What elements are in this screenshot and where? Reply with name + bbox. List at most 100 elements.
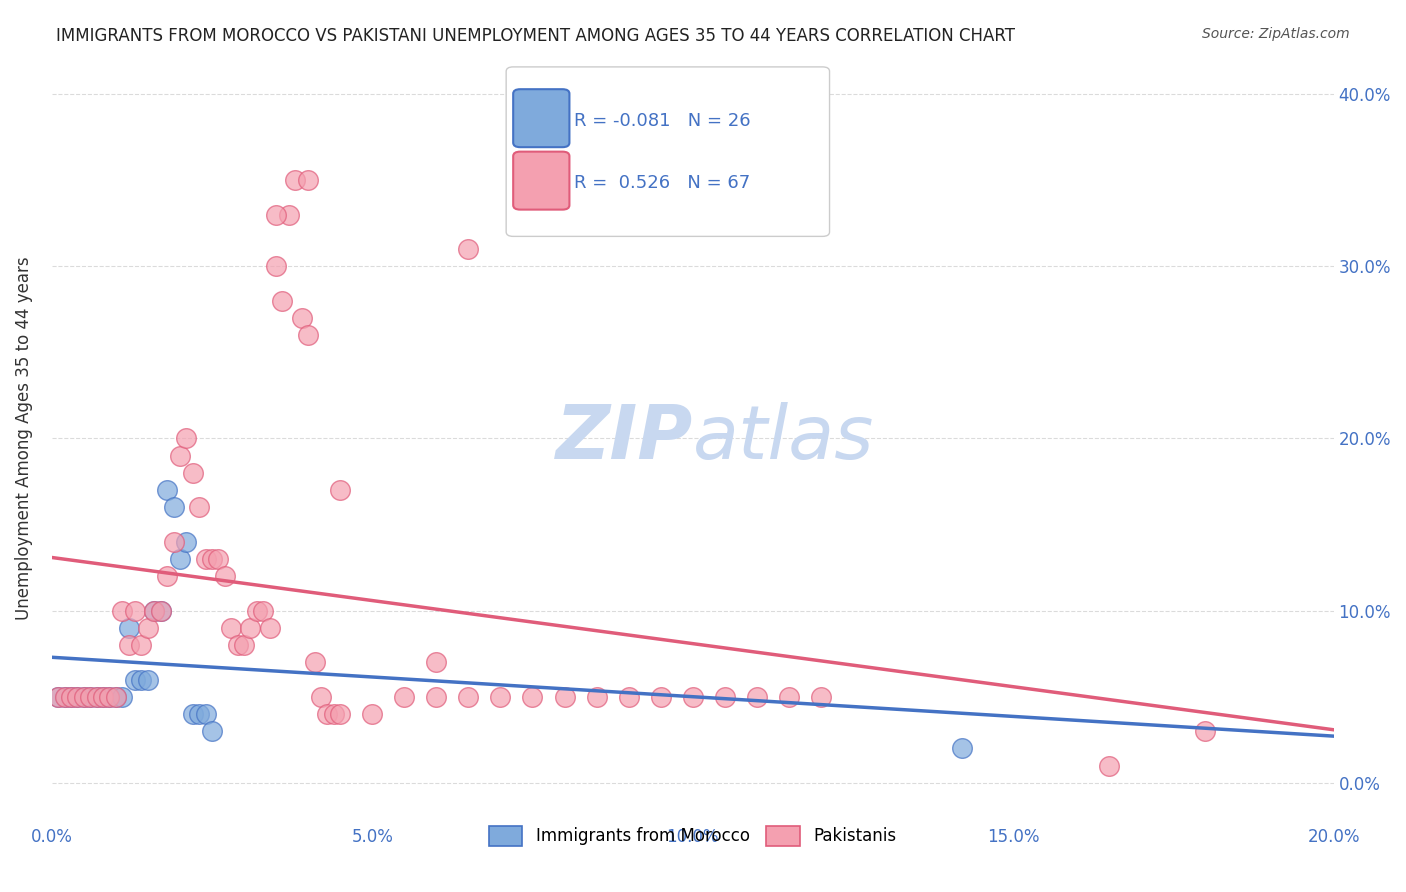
- Point: [219, 621, 242, 635]
- Point: [291, 310, 314, 325]
- Point: [201, 724, 224, 739]
- Point: [297, 328, 319, 343]
- Point: [316, 706, 339, 721]
- Point: [650, 690, 672, 704]
- Point: [194, 552, 217, 566]
- Point: [194, 706, 217, 721]
- Point: [271, 293, 294, 308]
- Point: [149, 604, 172, 618]
- Point: [91, 690, 114, 704]
- Point: [425, 656, 447, 670]
- Point: [143, 604, 166, 618]
- Point: [124, 673, 146, 687]
- Point: [118, 621, 141, 635]
- Point: [457, 690, 479, 704]
- Point: [1194, 724, 1216, 739]
- Point: [104, 690, 127, 704]
- Point: [46, 690, 69, 704]
- Point: [394, 690, 416, 704]
- Point: [950, 741, 973, 756]
- Point: [214, 569, 236, 583]
- Point: [59, 690, 82, 704]
- Point: [322, 706, 344, 721]
- Point: [136, 621, 159, 635]
- Point: [79, 690, 101, 704]
- Point: [188, 500, 211, 515]
- Point: [264, 260, 287, 274]
- Point: [162, 534, 184, 549]
- Point: [713, 690, 735, 704]
- Point: [233, 638, 256, 652]
- Legend: Immigrants from Morocco, Pakistanis: Immigrants from Morocco, Pakistanis: [481, 817, 904, 855]
- Point: [181, 466, 204, 480]
- Point: [522, 690, 544, 704]
- Point: [1098, 758, 1121, 772]
- Text: R = -0.081   N = 26: R = -0.081 N = 26: [574, 112, 751, 129]
- Point: [259, 621, 281, 635]
- Point: [239, 621, 262, 635]
- Point: [284, 173, 307, 187]
- Point: [553, 690, 575, 704]
- Text: ZIP: ZIP: [555, 402, 693, 475]
- Point: [66, 690, 89, 704]
- Point: [361, 706, 384, 721]
- Point: [53, 690, 76, 704]
- Point: [156, 569, 179, 583]
- Point: [162, 500, 184, 515]
- Point: [136, 673, 159, 687]
- Text: atlas: atlas: [693, 402, 875, 475]
- Point: [425, 690, 447, 704]
- Point: [585, 690, 607, 704]
- Y-axis label: Unemployment Among Ages 35 to 44 years: Unemployment Among Ages 35 to 44 years: [15, 257, 32, 620]
- Point: [329, 483, 352, 497]
- Point: [201, 552, 224, 566]
- Point: [73, 690, 96, 704]
- Point: [149, 604, 172, 618]
- Point: [226, 638, 249, 652]
- Point: [46, 690, 69, 704]
- Point: [176, 534, 198, 549]
- Point: [156, 483, 179, 497]
- Point: [682, 690, 704, 704]
- Point: [169, 552, 191, 566]
- Point: [169, 449, 191, 463]
- Point: [131, 638, 153, 652]
- Point: [176, 432, 198, 446]
- Point: [264, 208, 287, 222]
- Text: IMMIGRANTS FROM MOROCCO VS PAKISTANI UNEMPLOYMENT AMONG AGES 35 TO 44 YEARS CORR: IMMIGRANTS FROM MOROCCO VS PAKISTANI UNE…: [56, 27, 1015, 45]
- Point: [104, 690, 127, 704]
- Point: [617, 690, 640, 704]
- Point: [207, 552, 229, 566]
- Point: [489, 690, 512, 704]
- Point: [91, 690, 114, 704]
- Point: [98, 690, 121, 704]
- Point: [124, 604, 146, 618]
- Text: Source: ZipAtlas.com: Source: ZipAtlas.com: [1202, 27, 1350, 41]
- Point: [297, 173, 319, 187]
- Text: R =  0.526   N = 67: R = 0.526 N = 67: [574, 174, 749, 192]
- Point: [98, 690, 121, 704]
- Point: [252, 604, 274, 618]
- Point: [111, 690, 134, 704]
- Point: [277, 208, 299, 222]
- Point: [111, 604, 134, 618]
- Point: [181, 706, 204, 721]
- Point: [304, 656, 326, 670]
- Point: [246, 604, 269, 618]
- Point: [188, 706, 211, 721]
- Point: [118, 638, 141, 652]
- Point: [745, 690, 768, 704]
- Point: [778, 690, 800, 704]
- Point: [309, 690, 332, 704]
- Point: [810, 690, 832, 704]
- Point: [53, 690, 76, 704]
- Point: [59, 690, 82, 704]
- Point: [73, 690, 96, 704]
- Point: [66, 690, 89, 704]
- Point: [86, 690, 108, 704]
- Point: [86, 690, 108, 704]
- Point: [131, 673, 153, 687]
- Point: [457, 242, 479, 256]
- Point: [143, 604, 166, 618]
- Point: [79, 690, 101, 704]
